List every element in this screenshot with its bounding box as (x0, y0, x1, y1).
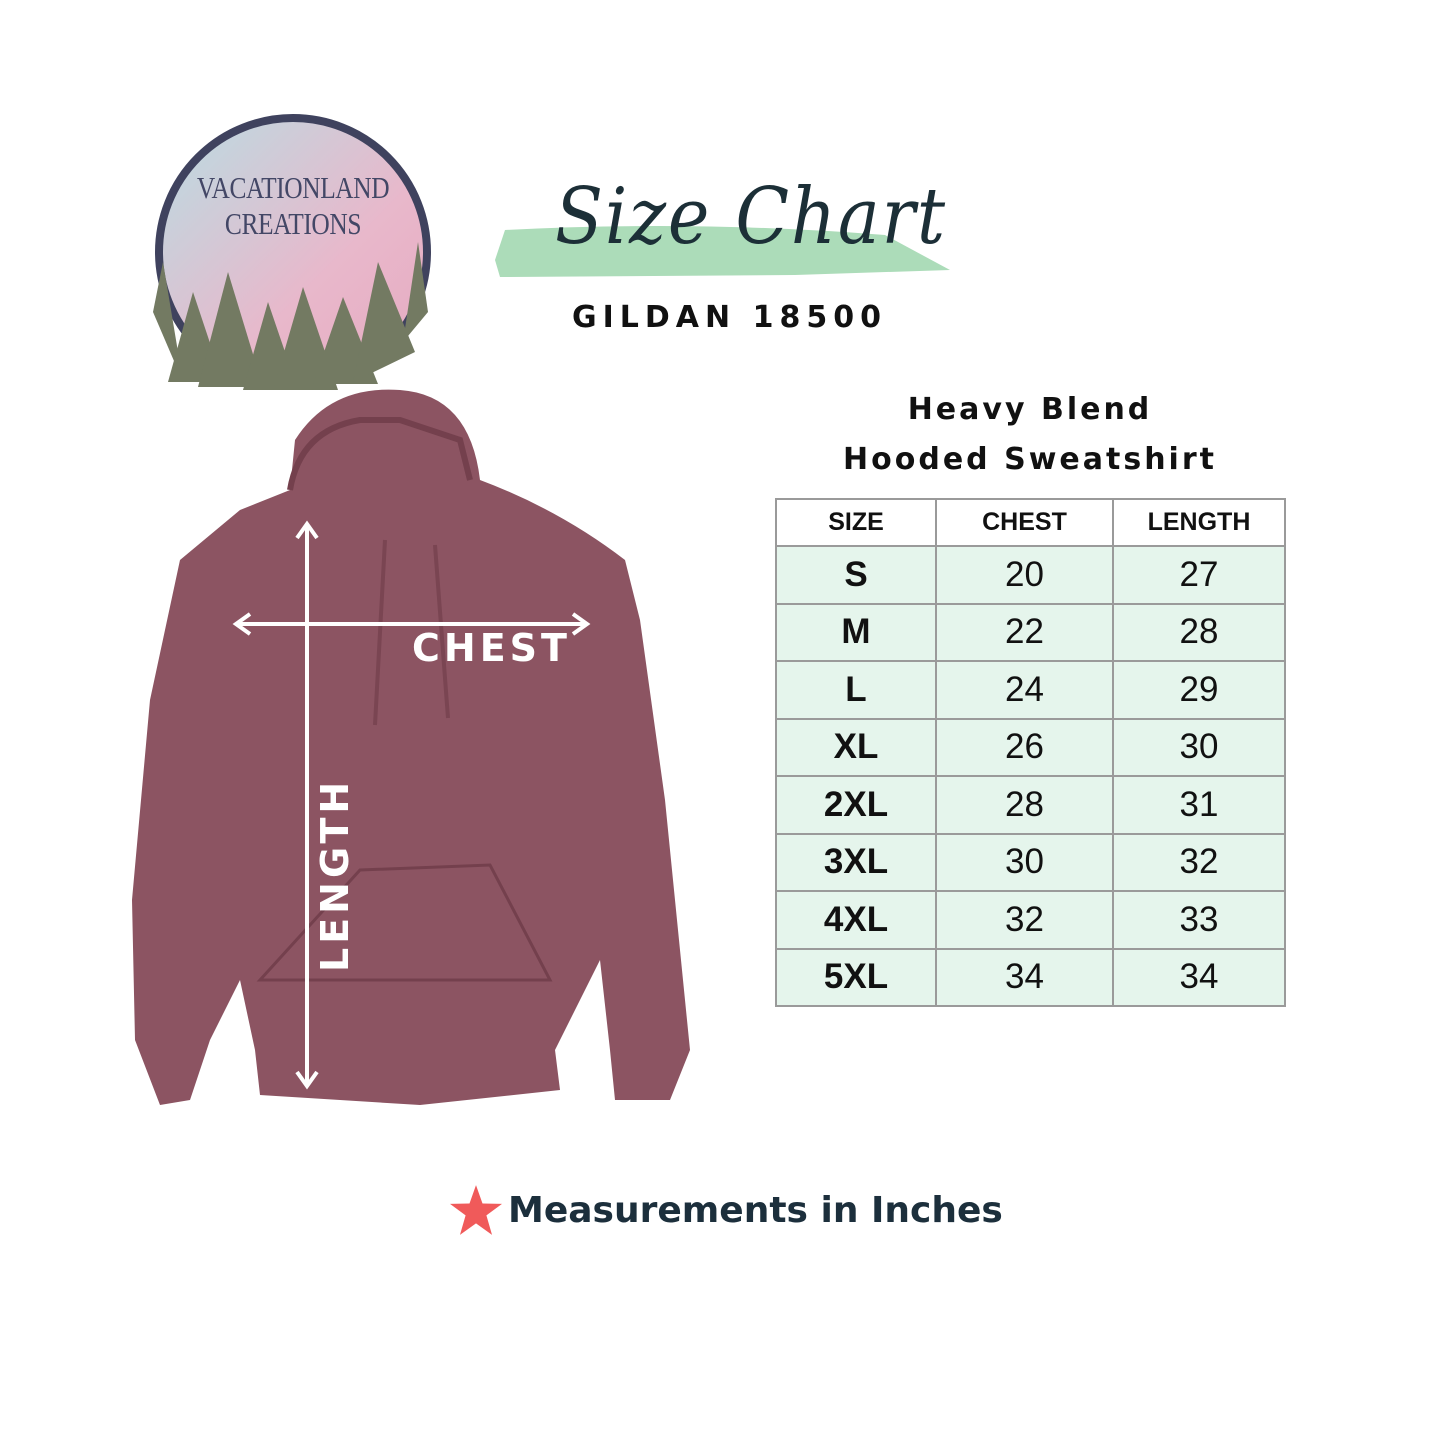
cell-chest: 20 (935, 545, 1114, 605)
cell-chest: 28 (935, 775, 1114, 835)
cell-length: 31 (1112, 775, 1286, 835)
cell-size: 3XL (775, 832, 937, 892)
length-label: LENGTH (313, 777, 357, 972)
cell-chest: 26 (935, 717, 1114, 777)
cell-size: XL (775, 717, 937, 777)
table-row: L 24 29 (775, 660, 1286, 720)
cell-size: M (775, 602, 937, 662)
cell-size: S (775, 545, 937, 605)
cell-size: 4XL (775, 890, 937, 950)
cell-size: 2XL (775, 775, 937, 835)
table-row: 5XL 34 34 (775, 947, 1286, 1007)
hoodie-body (132, 389, 690, 1105)
cell-length: 29 (1112, 660, 1286, 720)
measure-arrows (232, 520, 591, 1090)
cell-chest: 32 (935, 890, 1114, 950)
cell-chest: 30 (935, 832, 1114, 892)
product-line2: Hooded Sweatshirt (843, 442, 1217, 477)
table-row: S 20 27 (775, 545, 1286, 605)
cell-length: 34 (1112, 947, 1286, 1007)
table-row: M 22 28 (775, 602, 1286, 662)
cell-length: 27 (1112, 545, 1286, 605)
chest-label: CHEST (412, 626, 571, 670)
cell-length: 30 (1112, 717, 1286, 777)
measurement-note: Measurements in Inches (450, 1185, 1003, 1235)
logo-line2: CREATIONS (224, 206, 362, 241)
cell-size: L (775, 660, 937, 720)
table-row: XL 26 30 (775, 717, 1286, 777)
brush-stroke (495, 226, 950, 277)
table-row: 4XL 32 33 (775, 890, 1286, 950)
logo-text: VACATIONLAND CREATIONS (178, 170, 408, 242)
header-length: LENGTH (1112, 498, 1286, 547)
logo-line1: VACATIONLAND (196, 170, 390, 205)
header-size: SIZE (775, 498, 937, 547)
header-chest: CHEST (935, 498, 1114, 547)
table-row: 3XL 30 32 (775, 832, 1286, 892)
cell-length: 32 (1112, 832, 1286, 892)
cell-chest: 34 (935, 947, 1114, 1007)
cell-chest: 22 (935, 602, 1114, 662)
product-name: Heavy Blend Hooded Sweatshirt (780, 385, 1280, 485)
hoodie-image (132, 389, 690, 1105)
cell-length: 28 (1112, 602, 1286, 662)
page-title: Size Chart (555, 172, 947, 262)
cell-size: 5XL (775, 947, 937, 1007)
brand-logo (153, 114, 431, 390)
cell-chest: 24 (935, 660, 1114, 720)
model-number: GILDAN 18500 (572, 300, 887, 335)
size-table: SIZE CHEST LENGTH S 20 27 M 22 28 L 24 29 XL 26 30 2… (775, 498, 1286, 1007)
cell-length: 33 (1112, 890, 1286, 950)
table-row: 2XL 28 31 (775, 775, 1286, 835)
product-line1: Heavy Blend (907, 392, 1153, 427)
note-text: Measurements in Inches (508, 1189, 1003, 1231)
table-header-row: SIZE CHEST LENGTH (775, 498, 1286, 547)
star-icon (450, 1185, 502, 1235)
